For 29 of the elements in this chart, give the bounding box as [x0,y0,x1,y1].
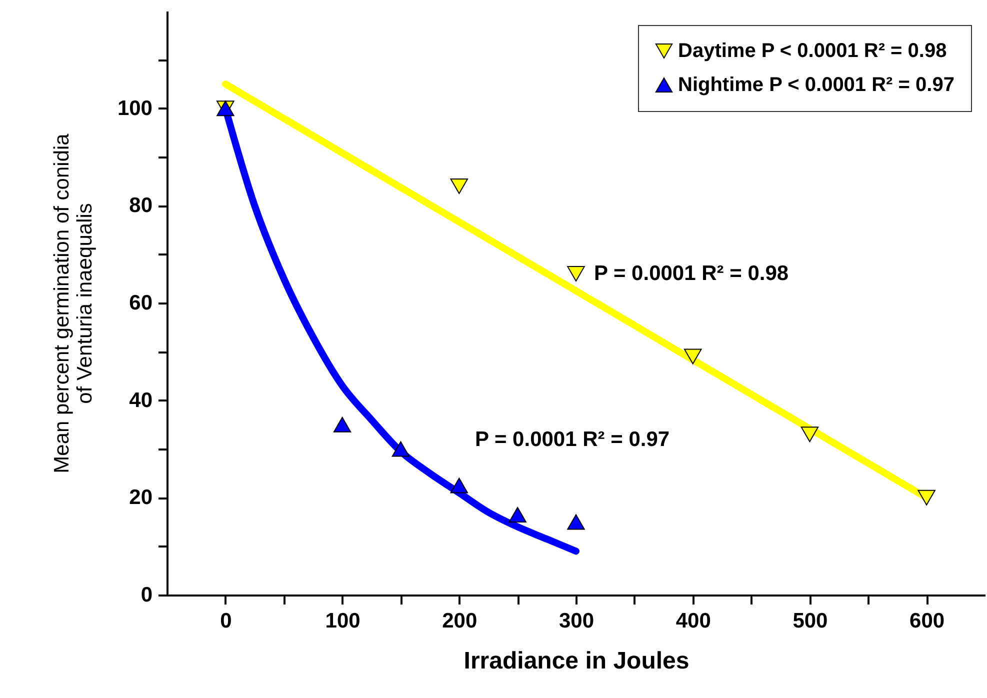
x-tick-label: 300 [558,610,594,632]
point [918,490,936,506]
x-tick-label: 500 [792,610,828,632]
point [333,416,352,432]
y-tick-label: 0 [140,584,152,606]
point [567,266,585,282]
legend-label: Nightime P < 0.0001 R² = 0.97 [678,74,954,96]
y-tick-label: 100 [117,96,152,120]
annotation: P = 0.0001 R² = 0.98 [594,262,789,285]
x-tick-label: 100 [325,610,360,632]
point [508,506,526,522]
x-tick-label: 0 [220,610,232,632]
y-tick-label: 20 [129,486,152,510]
x-tick-label: 400 [676,610,711,632]
x-tick-label: 600 [910,610,945,632]
y-tick-label: 60 [129,292,152,314]
point [450,478,468,494]
y-tick-label: 40 [129,388,152,412]
annotation: P = 0.0001 R² = 0.97 [475,428,670,451]
y-tick-label: 80 [129,194,152,218]
point [450,178,468,194]
point [800,426,819,442]
point [684,348,702,364]
y-axis-title: Mean percent germination of conidia of Venturia inaequalis [50,133,96,474]
point [392,441,410,457]
legend-label: Daytime P < 0.0001 R² = 0.98 [678,40,947,62]
x-axis-title: Irradiance in Joules [464,648,690,674]
point [567,514,585,530]
x-tick-label: 200 [442,610,478,632]
